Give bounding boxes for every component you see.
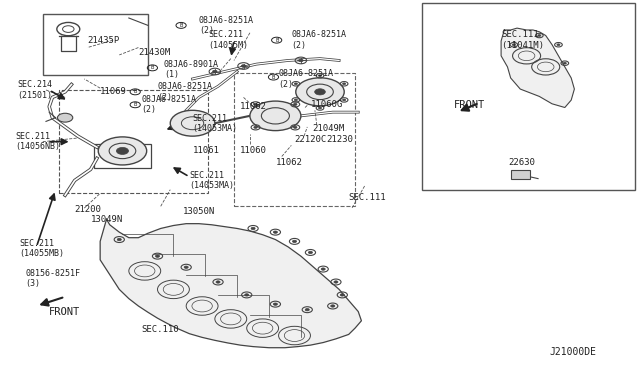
Text: SEC.211
(14053MA): SEC.211 (14053MA): [193, 113, 237, 133]
Text: B: B: [134, 89, 137, 94]
Text: 13049N: 13049N: [91, 215, 123, 224]
Text: 21049M: 21049M: [312, 124, 344, 133]
Circle shape: [251, 227, 255, 230]
Text: 08JA6-8901A
(1): 08JA6-8901A (1): [164, 60, 219, 79]
Text: 21435P: 21435P: [88, 36, 120, 45]
Circle shape: [254, 103, 257, 105]
Circle shape: [563, 62, 566, 64]
Text: 08JA6-8251A
(2): 08JA6-8251A (2): [278, 69, 333, 89]
Circle shape: [334, 281, 338, 283]
Circle shape: [273, 303, 277, 305]
Circle shape: [216, 281, 220, 283]
Circle shape: [321, 268, 325, 270]
Text: SEC.214
(21501): SEC.214 (21501): [17, 80, 52, 100]
Text: B: B: [151, 65, 154, 70]
Text: SEC.211
(14056NB): SEC.211 (14056NB): [15, 132, 60, 151]
Bar: [94, 144, 151, 167]
Text: 08JA6-8251A
(2): 08JA6-8251A (2): [157, 82, 212, 102]
Circle shape: [305, 308, 309, 311]
Circle shape: [340, 294, 344, 296]
Circle shape: [250, 101, 301, 131]
Circle shape: [212, 70, 217, 73]
Circle shape: [315, 89, 325, 95]
Text: SEC.111: SEC.111: [349, 193, 387, 202]
Text: 11062: 11062: [275, 157, 302, 167]
Circle shape: [254, 126, 257, 128]
Text: 22630: 22630: [508, 157, 535, 167]
Text: 08JA6-8251A
(2): 08JA6-8251A (2): [291, 31, 346, 50]
Text: FRONT: FRONT: [49, 307, 81, 317]
Text: SEC.211
(14055M): SEC.211 (14055M): [209, 31, 248, 50]
Text: 08JA6-8251A
(2): 08JA6-8251A (2): [199, 16, 254, 35]
Text: J21000DE: J21000DE: [549, 347, 596, 357]
Bar: [43, 14, 148, 75]
Circle shape: [292, 240, 296, 243]
Circle shape: [293, 126, 297, 128]
Text: 22120C: 22120C: [294, 135, 327, 144]
Text: B: B: [272, 74, 275, 80]
Circle shape: [156, 255, 159, 257]
Circle shape: [296, 78, 344, 106]
Circle shape: [342, 99, 346, 101]
Text: 11060G: 11060G: [310, 100, 342, 109]
Text: 11060: 11060: [241, 147, 268, 155]
Circle shape: [299, 59, 303, 62]
Polygon shape: [100, 219, 362, 348]
Bar: [59, 90, 209, 193]
Text: SEC.110: SEC.110: [141, 326, 179, 334]
Text: B: B: [134, 102, 137, 107]
Text: 11062: 11062: [241, 102, 268, 111]
Circle shape: [319, 107, 321, 109]
Text: 11061: 11061: [193, 147, 220, 155]
Text: FRONT: FRONT: [454, 100, 485, 110]
Text: SEC.211
(14055MB): SEC.211 (14055MB): [19, 239, 64, 259]
Circle shape: [308, 251, 312, 254]
Bar: [511, 170, 530, 179]
Text: B: B: [179, 23, 182, 28]
Circle shape: [58, 113, 73, 122]
Circle shape: [273, 231, 277, 233]
Text: 21230: 21230: [326, 135, 353, 144]
Circle shape: [117, 238, 122, 241]
Text: 11069: 11069: [100, 87, 127, 96]
Circle shape: [538, 35, 541, 36]
Text: SEC.211
(14053MA): SEC.211 (14053MA): [189, 171, 234, 190]
Text: 21200: 21200: [75, 205, 102, 215]
Text: 13050N: 13050N: [183, 207, 215, 217]
Circle shape: [294, 99, 298, 101]
Text: SEC.111
(11041M): SEC.111 (11041M): [502, 31, 545, 50]
Circle shape: [512, 44, 515, 46]
Circle shape: [557, 44, 560, 46]
Circle shape: [293, 103, 297, 105]
Circle shape: [342, 83, 346, 85]
Circle shape: [184, 266, 188, 269]
Text: 21430M: 21430M: [138, 48, 171, 57]
Circle shape: [331, 305, 335, 307]
Circle shape: [99, 137, 147, 165]
Circle shape: [294, 83, 298, 85]
Bar: [422, 3, 636, 190]
Circle shape: [319, 75, 321, 77]
Circle shape: [170, 110, 215, 136]
Circle shape: [241, 65, 246, 67]
Circle shape: [116, 147, 129, 154]
Polygon shape: [501, 28, 574, 108]
Circle shape: [244, 294, 249, 296]
Text: 08156-8251F
(3): 08156-8251F (3): [26, 269, 81, 288]
Text: 08JA6-8251A
(2): 08JA6-8251A (2): [141, 95, 196, 115]
Text: B: B: [275, 38, 278, 43]
